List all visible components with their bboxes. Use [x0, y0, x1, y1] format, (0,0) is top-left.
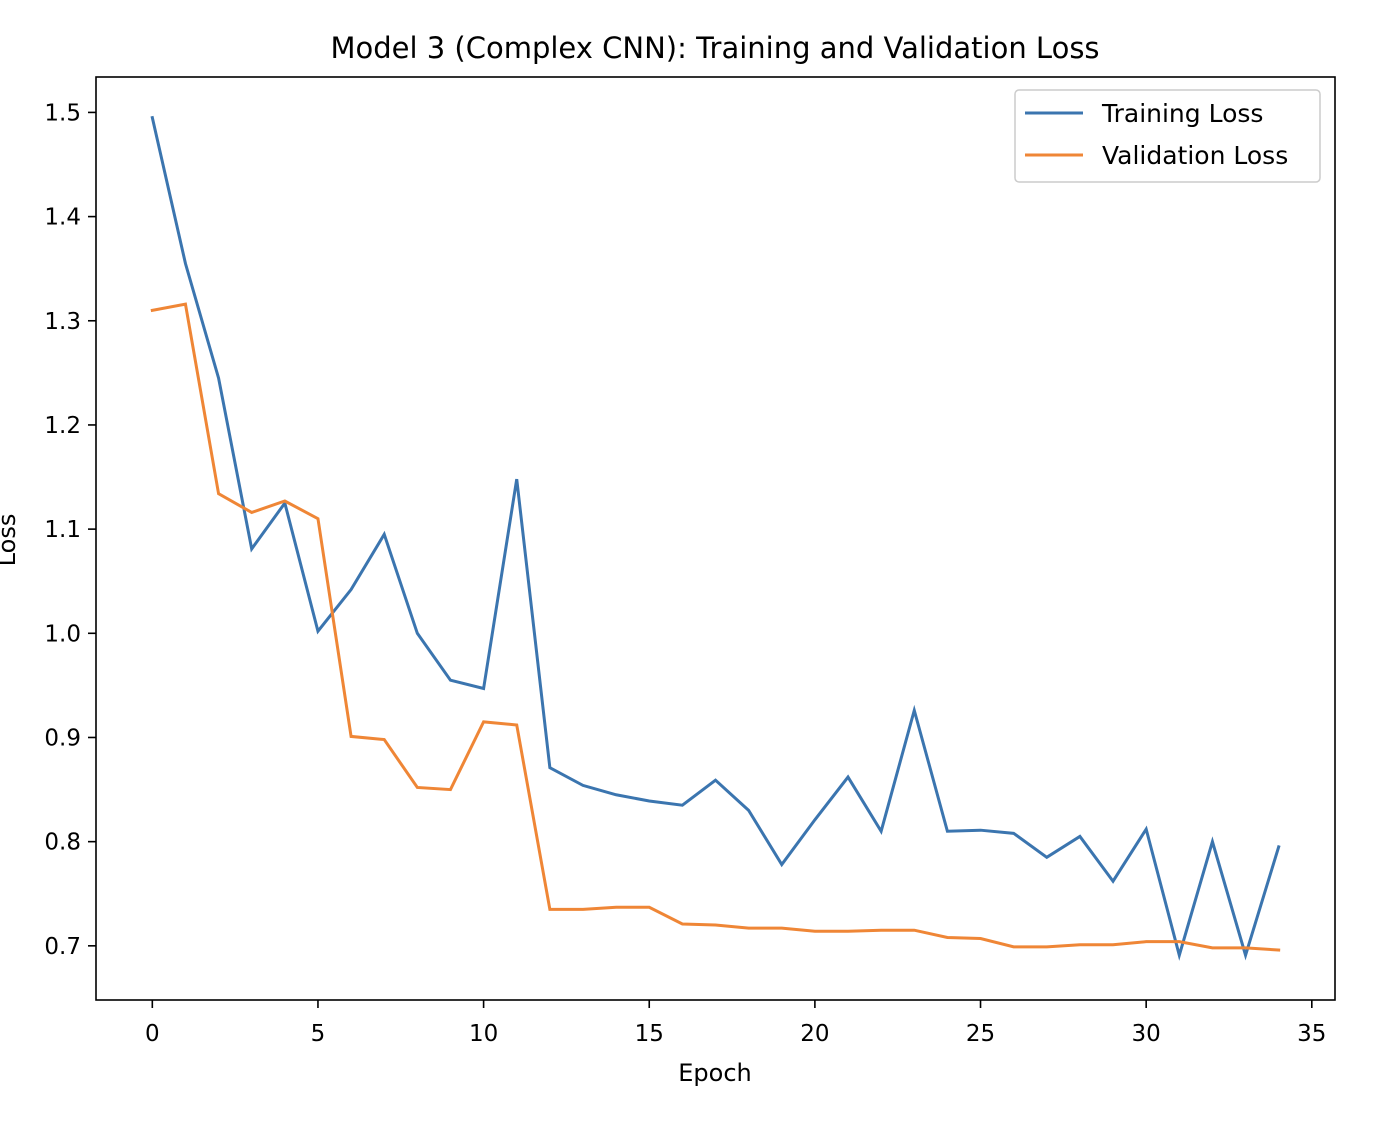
plot-frame — [95, 76, 1336, 1001]
legend-box — [1014, 89, 1321, 183]
chart-title: Model 3 (Complex CNN): Training and Vali… — [330, 31, 1099, 65]
y-tick-label: 1.4 — [44, 205, 81, 231]
x-axis: 0 5 10 15 20 25 30 35 — [145, 1000, 1326, 1047]
y-tick-label: 1.0 — [44, 621, 81, 647]
legend-label-training: Training Loss — [1101, 99, 1263, 128]
y-tick-label: 1.3 — [44, 309, 81, 335]
x-tick-label: 25 — [966, 1021, 995, 1047]
legend: Training Loss Validation Loss — [1014, 89, 1321, 183]
validation-loss-line — [150, 302, 1281, 952]
y-tick-label: 1.5 — [44, 100, 81, 126]
x-tick-label: 0 — [145, 1021, 160, 1047]
x-axis-label: Epoch — [678, 1059, 752, 1087]
x-tick-label: 30 — [1132, 1021, 1161, 1047]
training-loss-line — [150, 115, 1281, 961]
y-tick-label: 0.7 — [44, 934, 81, 960]
plot-area — [96, 77, 1335, 1000]
series-layer — [150, 115, 1281, 961]
y-tick-label: 1.2 — [44, 413, 81, 439]
y-tick-label: 0.8 — [44, 830, 81, 856]
x-tick-label: 10 — [469, 1021, 498, 1047]
y-tick-label: 0.9 — [44, 725, 81, 751]
y-axis: 0.7 0.8 0.9 1.0 1.1 1.2 1.3 1.4 1.5 — [44, 100, 96, 960]
x-tick-label: 15 — [635, 1021, 664, 1047]
y-tick-label: 1.1 — [44, 517, 81, 543]
x-tick-label: 35 — [1297, 1021, 1326, 1047]
x-tick-label: 5 — [311, 1021, 326, 1047]
x-tick-label: 20 — [800, 1021, 829, 1047]
y-axis-label: Loss — [0, 514, 21, 567]
legend-label-validation: Validation Loss — [1102, 141, 1288, 170]
